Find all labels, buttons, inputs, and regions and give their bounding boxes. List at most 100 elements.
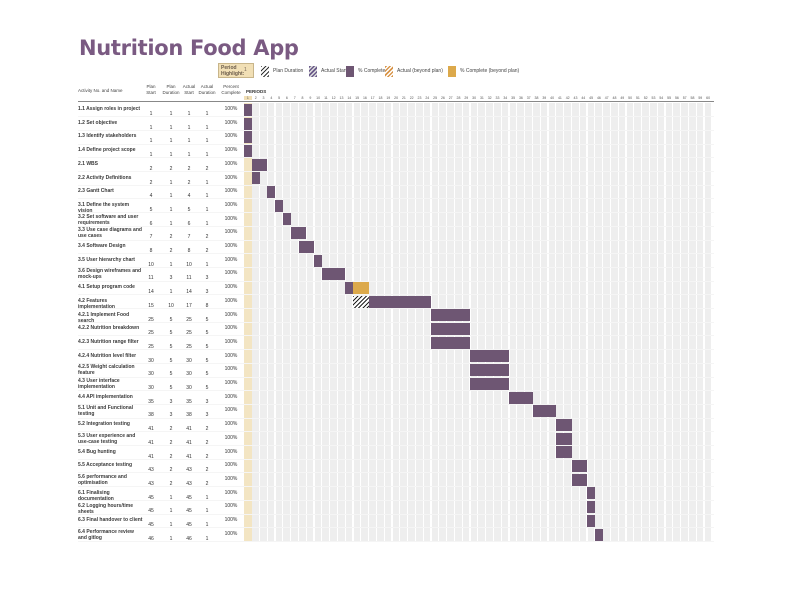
actual-duration-value: 1 xyxy=(205,152,209,159)
period-tick-label: 5 xyxy=(278,96,281,100)
actual-duration-value: 5 xyxy=(205,343,209,350)
percent-complete-bar xyxy=(587,501,595,514)
row-divider xyxy=(78,308,714,309)
percent-complete-value: 100% xyxy=(224,517,238,523)
plan-start-value: 1 xyxy=(149,138,153,145)
plan-duration-value: 2 xyxy=(169,426,173,433)
row-divider xyxy=(78,403,714,405)
header-plan-start: Plan Start xyxy=(146,84,156,95)
percent-complete-bar xyxy=(470,364,510,377)
actual-start-value: 45 xyxy=(186,508,192,515)
percent-complete-bar xyxy=(298,240,315,253)
actual-duration-value: 2 xyxy=(205,165,209,172)
plan-start-value: 35 xyxy=(148,398,154,405)
plan-duration-swatch xyxy=(261,65,269,77)
percent-complete-bar xyxy=(431,336,471,349)
percent-complete-bar xyxy=(368,295,432,308)
period-tick-label: 47 xyxy=(604,96,609,100)
plan-start-value: 43 xyxy=(148,467,154,474)
actual-beyond-swatch xyxy=(385,65,393,77)
percent-complete-bar xyxy=(587,487,595,500)
row-divider xyxy=(78,499,714,501)
plan-duration-value: 2 xyxy=(169,234,173,241)
row-divider xyxy=(78,335,714,337)
period-tick-label: 56 xyxy=(674,96,679,100)
percent-complete-value: 100% xyxy=(224,434,238,441)
task-name: 4.1 Setup program code xyxy=(78,284,135,291)
percent-complete-bar xyxy=(244,103,252,116)
actual-duration-value: 5 xyxy=(205,385,209,391)
period-highlight-value[interactable]: 1 xyxy=(244,67,247,73)
task-name: 6.3 Final handover to client xyxy=(78,517,143,523)
row-divider xyxy=(78,198,714,200)
plan-duration-value: 1 xyxy=(169,261,173,268)
plan-duration-value: 3 xyxy=(169,398,173,405)
percent-complete-bar xyxy=(571,460,588,472)
row-divider xyxy=(78,225,714,227)
percent-complete-bar xyxy=(556,432,572,445)
legend-item: % Complete xyxy=(346,65,385,77)
legend-label: Actual Start xyxy=(321,68,347,74)
percent-complete-value: 100% xyxy=(224,407,238,414)
task-name: 4.2 Features implementation xyxy=(78,297,115,310)
row-divider xyxy=(78,266,714,268)
row-divider xyxy=(78,527,714,529)
task-name: 1.3 Identify stakeholders xyxy=(78,133,137,140)
period-tick-label: 4 xyxy=(270,96,273,100)
actual-start-value: 11 xyxy=(186,275,192,282)
actual-duration-value: 1 xyxy=(205,261,209,268)
period-tick-label: 21 xyxy=(401,96,406,100)
period-tick-label: 10 xyxy=(316,96,321,100)
percent-complete-value: 100% xyxy=(224,448,238,455)
actual-duration-value: 1 xyxy=(205,206,209,213)
percent-complete-value: 100% xyxy=(224,119,238,126)
plan-start-value: 25 xyxy=(148,316,154,323)
percent-complete-bar xyxy=(556,446,572,459)
actual-start-value: 45 xyxy=(186,494,192,501)
plan-duration-value: 1 xyxy=(169,179,173,186)
period-tick-label: 29 xyxy=(464,96,469,100)
header-plan-duration: Plan Duration xyxy=(162,84,180,95)
period-tick-label: 11 xyxy=(324,96,328,100)
task-name: 4.2.1 Implement Food search xyxy=(78,311,130,324)
plan-start-value: 41 xyxy=(148,453,154,460)
plan-start-value: 11 xyxy=(148,275,154,282)
plan-start-value: 45 xyxy=(148,494,154,501)
actual-start-value: 30 xyxy=(186,385,192,391)
actual-start-value: 46 xyxy=(186,535,192,542)
task-name: 3.3 Use case diagrams and use cases xyxy=(78,227,142,240)
plan-start-value: 30 xyxy=(148,357,154,364)
row-divider xyxy=(78,472,714,474)
percent-complete-bar xyxy=(431,309,471,322)
plan-duration-value: 5 xyxy=(169,343,173,350)
row-divider xyxy=(78,540,714,542)
task-name: 3.1 Define the system vision xyxy=(78,201,130,214)
actual-duration-value: 2 xyxy=(205,426,209,433)
row-divider xyxy=(78,362,714,364)
period-tick-label: 16 xyxy=(362,96,367,100)
period-tick-label: 15 xyxy=(355,96,360,100)
period-tick-label: 34 xyxy=(503,96,508,100)
period-tick-label: 48 xyxy=(612,96,617,100)
plan-duration-value: 5 xyxy=(169,371,173,378)
plan-start-value: 5 xyxy=(149,206,153,213)
period-tick-label: 22 xyxy=(409,96,414,100)
task-name: 3.4 Software Design xyxy=(78,243,126,249)
percent-complete-bar xyxy=(470,350,510,363)
actual-start-value: 41 xyxy=(186,453,192,460)
plan-duration-bar xyxy=(353,295,369,308)
period-tick-label: 31 xyxy=(479,96,484,100)
percent-complete-value: 100% xyxy=(224,297,238,304)
actual-duration-value: 8 xyxy=(205,302,209,309)
actual-start-value: 1 xyxy=(187,111,191,117)
actual-start-value: 41 xyxy=(186,439,192,446)
plan-start-value: 38 xyxy=(148,412,154,419)
task-name: 1.2 Set objective xyxy=(78,119,118,126)
percent-complete-beyond-bar xyxy=(353,281,369,294)
plan-duration-value: 1 xyxy=(169,138,173,145)
task-name: 3.5 User hierarchy chart xyxy=(78,256,135,263)
percent-complete-value: 100% xyxy=(224,530,238,537)
row-divider xyxy=(78,253,714,255)
period-tick-label: 58 xyxy=(690,96,695,100)
percent-complete-bar xyxy=(556,418,572,431)
